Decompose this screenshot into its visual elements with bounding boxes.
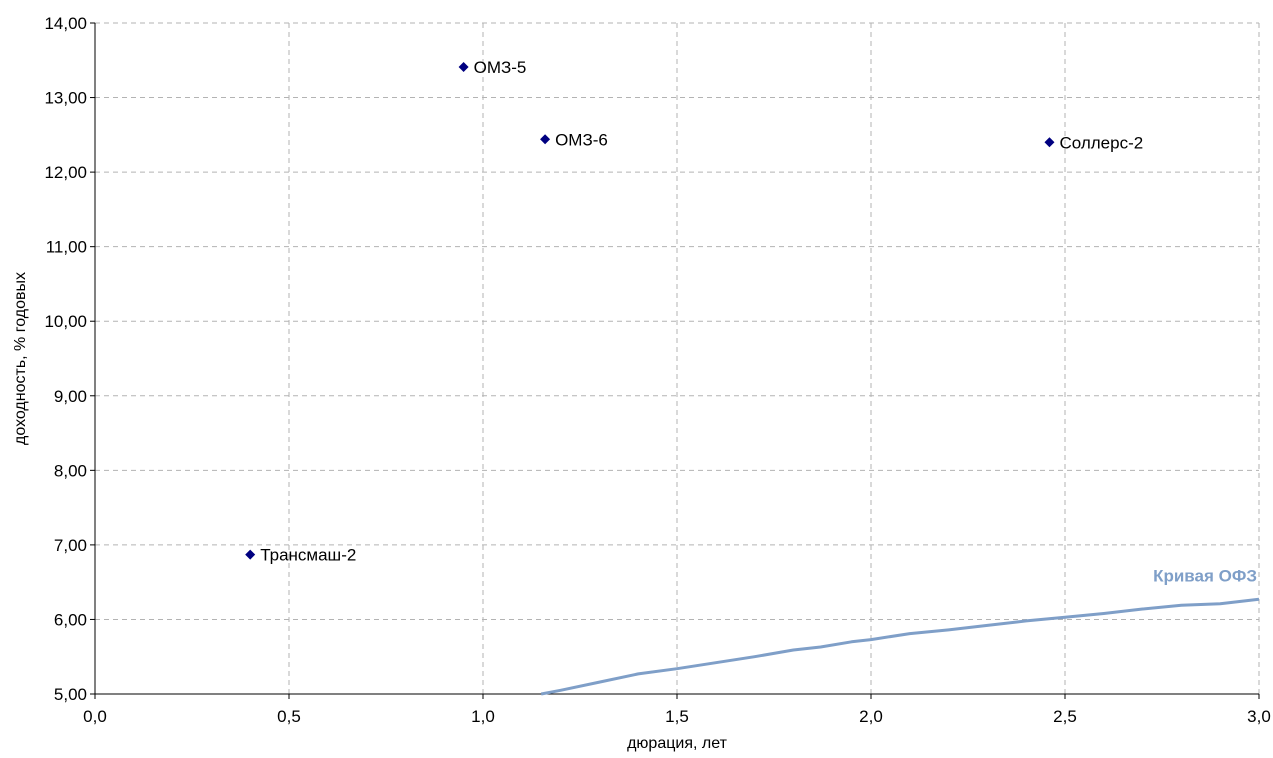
x-tick-label: 0,5 (277, 707, 301, 726)
y-tick-label: 8,00 (54, 461, 87, 480)
x-tick-label: 2,5 (1053, 707, 1077, 726)
y-tick-label: 6,00 (54, 610, 87, 629)
tick-labels: 0,0 0,5 1,0 1,5 2,0 2,5 3,0 5,00 6,00 7,00 8,00 9,0… (44, 14, 1270, 726)
y-tick-label: 5,00 (54, 685, 87, 704)
data-point: ОМЗ-5 (458, 58, 527, 77)
y-tick-label: 11,00 (46, 238, 87, 257)
data-point-label: ОМЗ-6 (555, 130, 608, 149)
y-tick-label: 10,00 (44, 312, 87, 331)
y-axis-title: доходность, % годовых (12, 272, 29, 445)
diamond-marker (540, 134, 551, 145)
y-tick-label: 14,00 (44, 14, 87, 33)
x-tick-label: 0,0 (83, 707, 107, 726)
data-point-label: Трансмаш-2 (260, 546, 356, 565)
diamond-marker (1044, 137, 1055, 148)
x-tick-label: 3,0 (1247, 707, 1271, 726)
grid (95, 22, 1260, 694)
data-points: ОМЗ-5 ОМЗ-6 Соллерс-2 Трансмаш-2 (245, 58, 1143, 565)
x-tick-label: 1,0 (471, 707, 495, 726)
data-point-label: Соллерс-2 (1059, 133, 1143, 152)
x-axis-title: дюрация, лет (627, 735, 727, 752)
y-tick-label: 12,00 (44, 163, 87, 182)
y-tick-label: 7,00 (54, 536, 87, 555)
ofz-curve-line (540, 597, 1260, 696)
data-point: Трансмаш-2 (245, 546, 356, 565)
y-tick-label: 9,00 (54, 387, 87, 406)
axes (90, 22, 1260, 699)
diamond-marker (245, 549, 256, 560)
x-tick-label: 1,5 (665, 707, 689, 726)
data-point: ОМЗ-6 (540, 130, 608, 149)
y-tick-label: 13,00 (44, 89, 87, 108)
x-tick-label: 2,0 (859, 707, 883, 726)
data-point: Соллерс-2 (1044, 133, 1143, 152)
ofz-curve-label: Кривая ОФЗ (1153, 566, 1257, 585)
ofz-curve: Кривая ОФЗ (540, 566, 1260, 696)
diamond-marker (458, 61, 469, 72)
data-point-label: ОМЗ-5 (474, 58, 527, 77)
